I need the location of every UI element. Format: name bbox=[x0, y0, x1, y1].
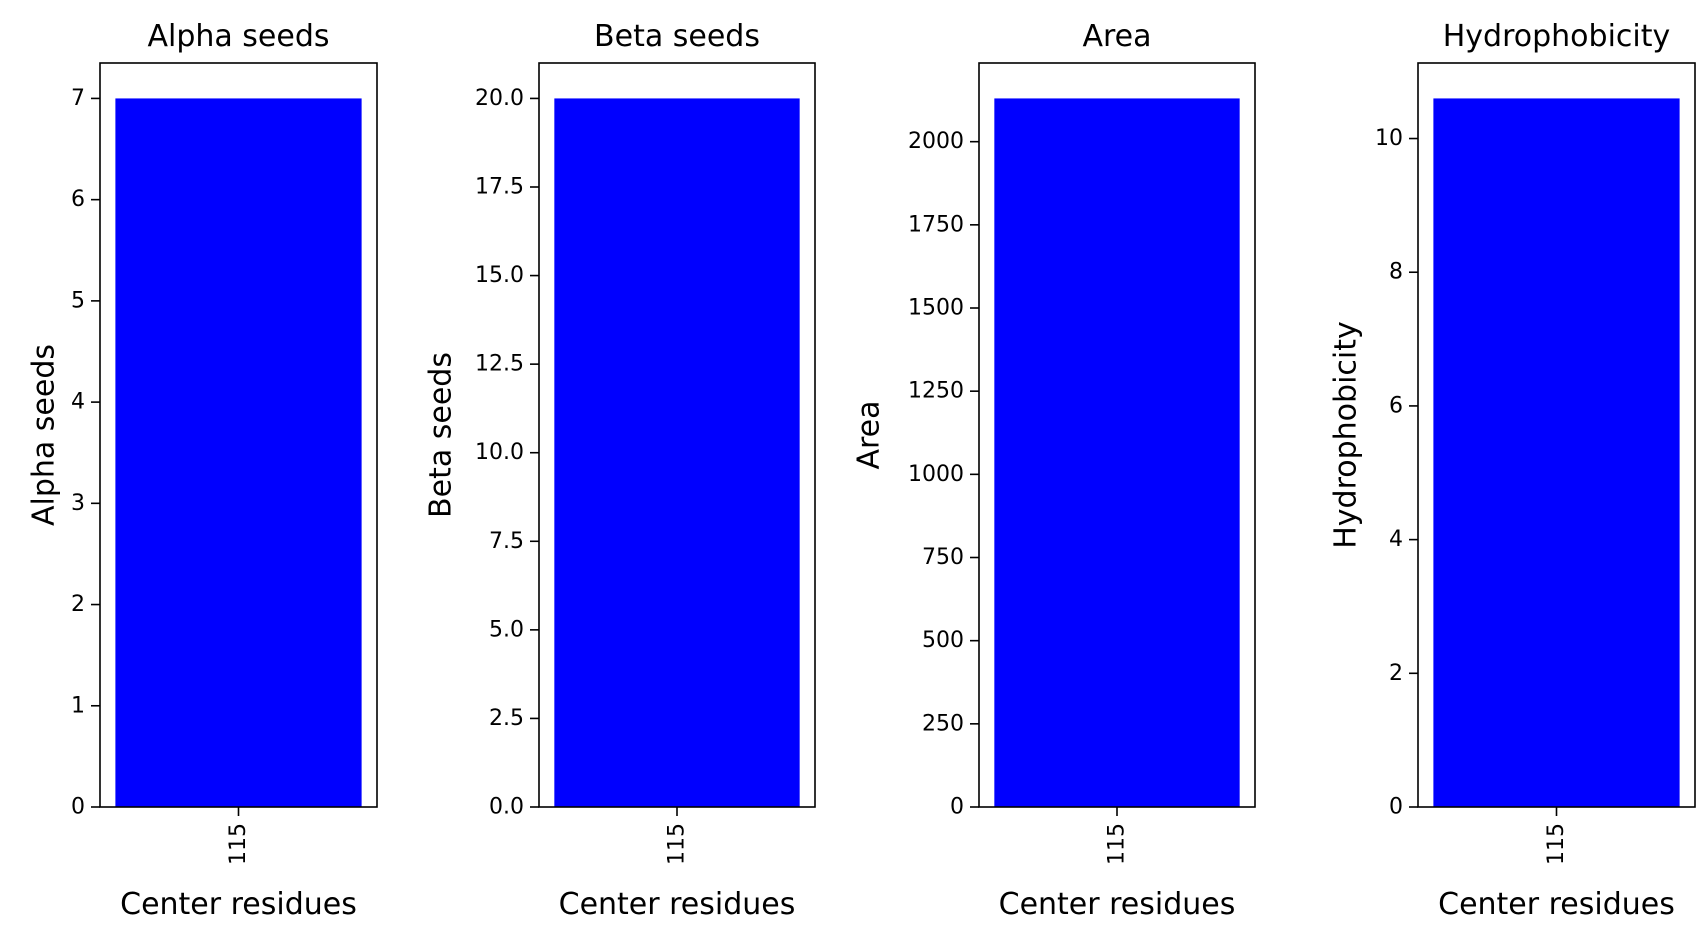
y-tick-label: 6 bbox=[1389, 393, 1403, 418]
y-tick-label: 6 bbox=[71, 187, 85, 212]
x-axis-label: Center residues bbox=[559, 887, 796, 922]
y-tick-label: 4 bbox=[71, 390, 85, 415]
y-tick-label: 1250 bbox=[908, 379, 964, 404]
y-tick-label: 3 bbox=[71, 491, 85, 516]
y-tick-label: 500 bbox=[922, 628, 964, 653]
y-tick-label: 2.5 bbox=[489, 706, 524, 731]
chart-title: Area bbox=[1082, 19, 1151, 54]
chart-title: Alpha seeds bbox=[147, 19, 329, 54]
y-tick-label: 1500 bbox=[908, 296, 964, 321]
y-axis-label: Hydrophobicity bbox=[1329, 321, 1364, 549]
x-axis-label: Center residues bbox=[120, 887, 357, 922]
bar-115 bbox=[554, 98, 800, 807]
y-tick-label: 10 bbox=[1375, 126, 1403, 151]
chart-title: Hydrophobicity bbox=[1443, 19, 1671, 54]
bar-115 bbox=[1433, 98, 1680, 807]
bar-115 bbox=[994, 98, 1240, 807]
y-tick-label: 750 bbox=[922, 545, 964, 570]
y-tick-label: 1000 bbox=[908, 462, 964, 487]
y-tick-label: 2 bbox=[1389, 661, 1403, 686]
y-tick-label: 4 bbox=[1389, 527, 1403, 552]
x-tick-label: 115 bbox=[1105, 823, 1130, 865]
y-tick-label: 0 bbox=[1389, 795, 1403, 820]
y-axis-label: Beta seeds bbox=[424, 352, 459, 518]
y-tick-label: 7.5 bbox=[489, 529, 524, 554]
y-tick-label: 10.0 bbox=[475, 440, 524, 465]
y-tick-label: 17.5 bbox=[475, 175, 524, 200]
y-tick-label: 8 bbox=[1389, 260, 1403, 285]
x-axis-label: Center residues bbox=[1438, 887, 1675, 922]
y-tick-label: 1 bbox=[71, 693, 85, 718]
y-tick-label: 0 bbox=[71, 795, 85, 820]
y-tick-label: 15.0 bbox=[475, 263, 524, 288]
y-tick-label: 250 bbox=[922, 711, 964, 736]
x-axis-label: Center residues bbox=[999, 887, 1236, 922]
y-tick-label: 2 bbox=[71, 592, 85, 617]
y-tick-label: 5.0 bbox=[489, 617, 524, 642]
y-tick-label: 5 bbox=[71, 288, 85, 313]
y-tick-label: 7 bbox=[71, 86, 85, 111]
y-tick-label: 20.0 bbox=[475, 86, 524, 111]
y-tick-label: 2000 bbox=[908, 129, 964, 154]
chart-title: Beta seeds bbox=[594, 19, 760, 54]
x-tick-label: 115 bbox=[1544, 823, 1569, 865]
x-tick-label: 115 bbox=[665, 823, 690, 865]
y-tick-label: 0 bbox=[950, 795, 964, 820]
y-axis-label: Alpha seeds bbox=[27, 344, 62, 526]
y-axis-label: Area bbox=[852, 400, 887, 469]
bar-115 bbox=[115, 98, 362, 807]
x-tick-label: 115 bbox=[226, 823, 251, 865]
y-tick-label: 1750 bbox=[908, 212, 964, 237]
y-tick-label: 0.0 bbox=[489, 795, 524, 820]
y-tick-label: 12.5 bbox=[475, 352, 524, 377]
